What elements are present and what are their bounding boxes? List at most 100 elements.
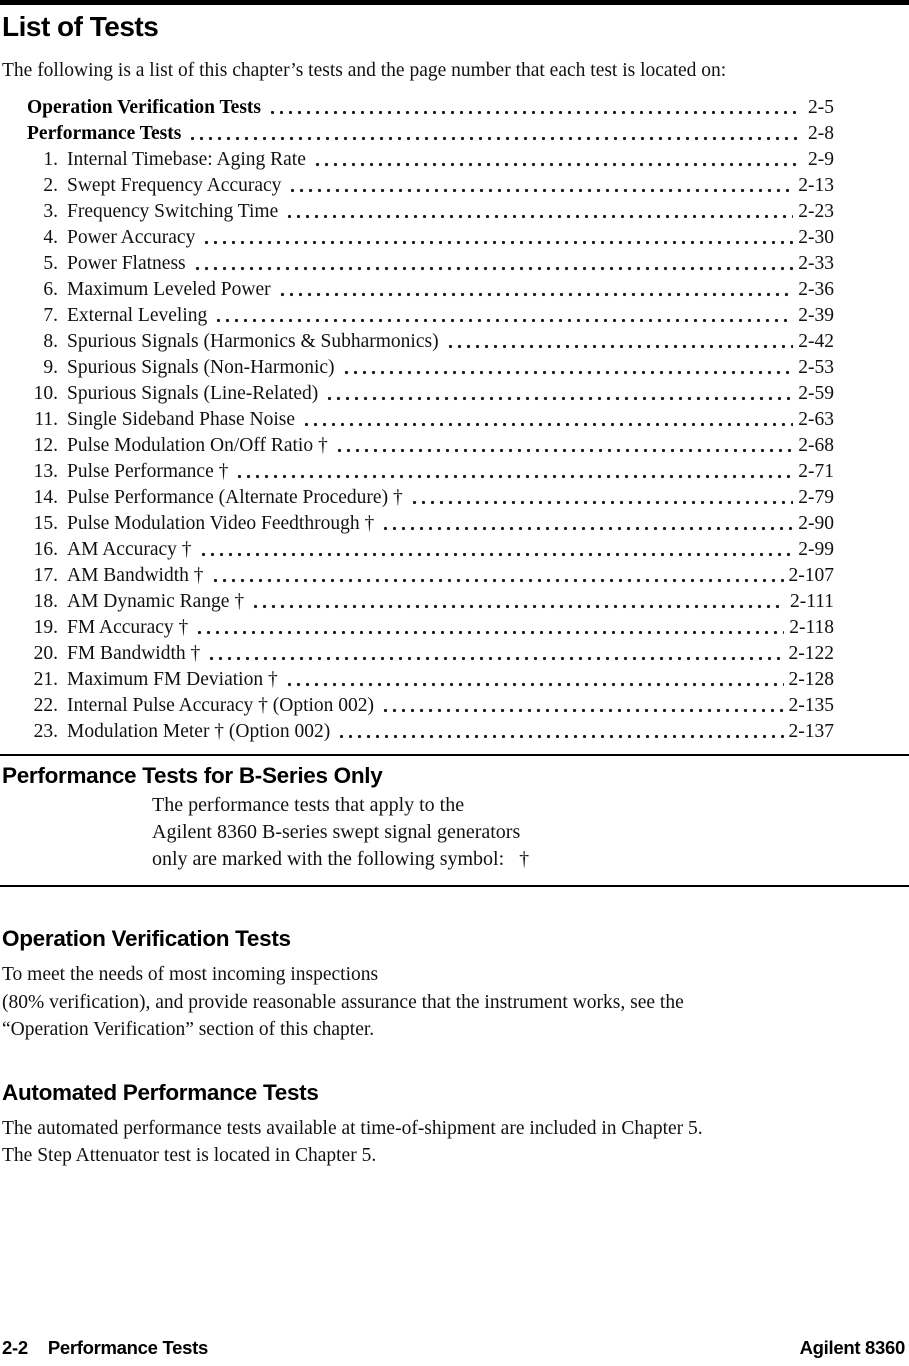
bseries-line: Agilent 8360 B-series swept signal gener… (152, 821, 521, 843)
toc-entry-number: 10. (33, 383, 58, 404)
dotted-leader (302, 413, 794, 433)
toc-entry: 5. Power Flatness 2-33 (2, 251, 834, 277)
toc-entry-page-number: 2-39 (798, 305, 834, 326)
toc-entry-page-number: 2-99 (798, 539, 834, 560)
intro-text: The following is a list of this chapter’… (2, 60, 727, 81)
toc-entry-number: 6. (43, 279, 58, 300)
bseries-heading: Performance Tests for B-Series Only (2, 763, 383, 788)
dotted-leader (214, 309, 794, 329)
toc-entry-number: 12. (33, 435, 58, 456)
toc-entry-label: Pulse Performance (Alternate Procedure) … (67, 487, 403, 508)
toc-entry-label: AM Bandwidth † (67, 565, 204, 586)
opver-line: To meet the needs of most incoming inspe… (2, 964, 379, 985)
toc-entry-page-number: 2-135 (788, 695, 835, 716)
toc-entry: 3. Frequency Switching Time 2-23 (2, 199, 834, 225)
toc-entry-page-number: 2-68 (798, 435, 834, 456)
toc-entry-number: 3. (43, 201, 58, 222)
toc-entry-number: 4. (43, 227, 58, 248)
toc-entry: 4. Power Accuracy 2-30 (2, 225, 834, 251)
toc-entry: 12. Pulse Modulation On/Off Ratio † 2-68 (2, 433, 834, 459)
toc-entry-page-number: 2-33 (798, 253, 834, 274)
toc-entry-label: Power Flatness (67, 253, 186, 274)
toc-entry-label: Internal Pulse Accuracy † (Option 002) (67, 695, 375, 716)
dotted-leader (207, 647, 784, 667)
dotted-leader (192, 257, 794, 277)
bseries-line: only are marked with the following symbo… (152, 848, 530, 870)
toc-entry: 2. Swept Frequency Accuracy 2-13 (2, 173, 834, 199)
toc-entry: 20. FM Bandwidth † 2-122 (2, 641, 834, 667)
auto-line: The automated performance tests availabl… (2, 1117, 703, 1139)
toc-entry: 19. FM Accuracy † 2-118 (2, 615, 834, 641)
dotted-leader (288, 179, 794, 199)
toc-entry-number: 5. (43, 253, 58, 274)
opver-line: “Operation Verification” section of this… (2, 1019, 375, 1040)
toc-entry-number: 22. (33, 695, 58, 716)
operation-verification-body: To meet the needs of most incoming inspe… (2, 961, 907, 1044)
dotted-leader (210, 569, 784, 589)
dotted-leader (195, 621, 785, 641)
dotted-leader (445, 335, 794, 355)
toc-entry-page-number: 2-59 (798, 383, 834, 404)
toc-entry-number: 1. (43, 149, 58, 170)
automated-performance-body: The automated performance tests availabl… (2, 1115, 907, 1170)
dotted-leader (341, 361, 794, 381)
toc-entry-page-number: 2-71 (798, 461, 834, 482)
toc-entry-label: Spurious Signals (Non-Harmonic) (67, 357, 335, 378)
page-title: List of Tests (2, 11, 159, 42)
toc-entry-page-number: 2-9 (808, 149, 834, 170)
automated-performance-heading: Automated Performance Tests (2, 1079, 319, 1105)
toc-entry-label: Swept Frequency Accuracy (67, 175, 282, 196)
toc-entry-label: Internal Timebase: Aging Rate (67, 149, 306, 170)
dotted-leader (337, 725, 784, 745)
toc-entry-label: Operation Verification Tests (27, 97, 262, 118)
toc-entry: 13. Pulse Performance † 2-71 (2, 459, 834, 485)
operation-verification-section: Operation Verification Tests To meet the… (2, 925, 907, 1044)
section-divider-bottom (0, 885, 909, 887)
toc-entry: 14. Pulse Performance (Alternate Procedu… (2, 485, 834, 511)
toc-entry-label: Frequency Switching Time (67, 201, 279, 222)
dotted-leader (268, 101, 799, 121)
toc-entry-number: 11. (34, 409, 58, 430)
toc-entry-label: AM Accuracy † (67, 539, 192, 560)
top-rule (0, 0, 909, 5)
toc-entry-number: 16. (33, 539, 58, 560)
dotted-leader (235, 465, 794, 485)
toc-entry-number: 20. (33, 643, 58, 664)
toc-entry: 15. Pulse Modulation Video Feedthrough †… (2, 511, 834, 537)
bseries-body: The performance tests that apply to the … (152, 792, 907, 873)
dotted-leader (284, 673, 784, 693)
toc-entry-page-number: 2-79 (798, 487, 834, 508)
toc-entry-number: 21. (33, 669, 58, 690)
toc-entry-label: External Leveling (67, 305, 208, 326)
table-of-contents: Operation Verification Tests 2-5 Perform… (2, 95, 834, 745)
toc-entry-number: 8. (43, 331, 58, 352)
toc-entry: 18. AM Dynamic Range † 2-111 (2, 589, 834, 615)
toc-entry-page-number: 2-122 (788, 643, 835, 664)
dotted-leader (202, 231, 794, 251)
dotted-leader (188, 127, 799, 147)
toc-entry: 7. External Leveling 2-39 (2, 303, 834, 329)
toc-entry-page-number: 2-5 (808, 97, 834, 118)
automated-performance-section: Automated Performance Tests The automate… (2, 1079, 907, 1170)
bseries-section: Performance Tests for B-Series Only The … (2, 762, 907, 873)
toc-entry-page-number: 2-118 (789, 617, 834, 638)
toc-entry: 1. Internal Timebase: Aging Rate 2-9 (2, 147, 834, 173)
toc-entry: 23. Modulation Meter † (Option 002) 2-13… (2, 719, 834, 745)
toc-entry-page-number: 2-137 (788, 721, 835, 742)
toc-entry: Performance Tests 2-8 (2, 121, 834, 147)
toc-entry: Operation Verification Tests 2-5 (2, 95, 834, 121)
toc-entry-page-number: 2-107 (788, 565, 835, 586)
toc-entry-number: 18. (33, 591, 58, 612)
toc-entry-label: AM Dynamic Range † (67, 591, 245, 612)
toc-entry-page-number: 2-30 (798, 227, 834, 248)
toc-entry-page-number: 2-36 (798, 279, 834, 300)
toc-entry: 9. Spurious Signals (Non-Harmonic) 2-53 (2, 355, 834, 381)
opver-line: (80% verification), and provide reasonab… (2, 991, 684, 1013)
toc-entry-label: Modulation Meter † (Option 002) (67, 721, 331, 742)
toc-entry-label: FM Bandwidth † (67, 643, 201, 664)
footer-section-name: Performance Tests (47, 1337, 208, 1358)
section-divider-top (0, 754, 909, 756)
toc-entry-page-number: 2-90 (798, 513, 834, 534)
toc-entry-label: FM Accuracy † (67, 617, 189, 638)
